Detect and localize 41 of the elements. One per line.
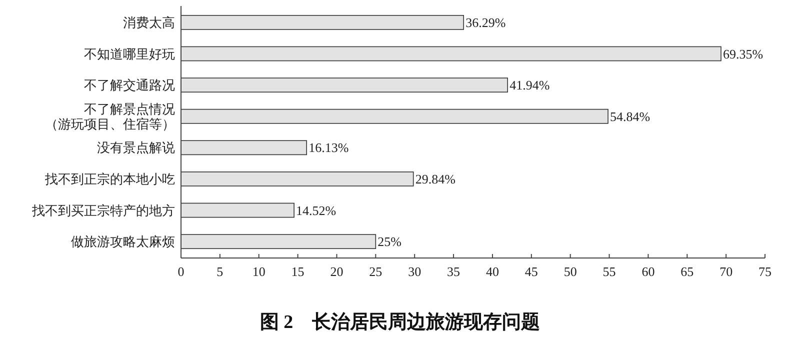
data-label: 69.35%	[723, 46, 764, 62]
data-label: 36.29%	[466, 14, 506, 30]
y-tick-label: 消费太高	[123, 14, 175, 30]
bar	[180, 202, 294, 218]
x-tick-label: 10	[252, 264, 266, 279]
bar	[180, 108, 608, 124]
data-label: 25%	[378, 234, 402, 250]
x-tick-label: 5	[216, 264, 224, 279]
y-tick-label: 找不到买正宗特产的地方	[31, 202, 175, 218]
x-tick-label: 65	[680, 264, 694, 279]
data-label: 41.94%	[510, 78, 550, 93]
x-tick-label: 60	[642, 264, 655, 279]
bar	[180, 172, 414, 186]
data-label: 16.13%	[308, 140, 349, 156]
y-tick-label: 找不到正宗的本地小吃	[44, 172, 175, 187]
bar	[180, 14, 464, 30]
x-tick-label: 70	[720, 264, 733, 279]
text: 图 2 长治居民周边旅游现存问题	[260, 311, 540, 333]
x-tick-label: 55	[602, 264, 616, 279]
x-tick-label: 0	[178, 264, 184, 279]
x-tick-label: 35	[447, 264, 460, 279]
bar	[180, 78, 508, 92]
data-label: 54.84%	[610, 108, 650, 124]
x-tick-label: 50	[564, 264, 577, 279]
y-tick-label: 做旅游攻略太麻烦	[71, 234, 175, 250]
bar	[180, 234, 376, 250]
y-tick-label: 没有景点解说	[97, 140, 175, 156]
y-tick-label: 不了解景点情况（游玩项目、住宿等）	[45, 101, 175, 132]
data-label: 14.52%	[296, 202, 336, 218]
bar	[180, 140, 307, 156]
bar	[180, 46, 722, 62]
x-tick-label: 15	[291, 264, 304, 279]
x-tick-label: 40	[486, 264, 499, 279]
y-tick-label: 不了解交通路况	[84, 78, 175, 93]
x-tick-label: 75	[758, 264, 772, 279]
x-tick-label: 45	[524, 264, 538, 279]
x-tick-label: 20	[330, 264, 344, 279]
x-tick-label: 30	[408, 264, 422, 279]
x-tick-label: 25	[369, 264, 382, 279]
data-label: 29.84%	[415, 172, 456, 187]
y-tick-label: 不知道哪里好玩	[84, 46, 175, 62]
